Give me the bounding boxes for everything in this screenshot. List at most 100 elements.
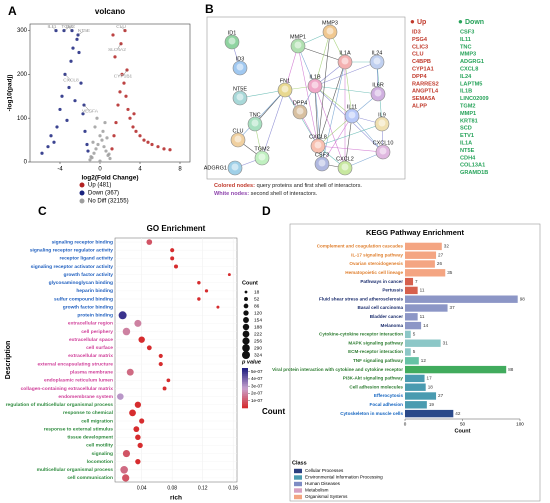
dot [170, 248, 175, 253]
dot [120, 465, 128, 474]
bar [405, 409, 454, 418]
x-tick-label: -4 [57, 167, 63, 173]
y-axis-label: Description [5, 341, 12, 380]
colorbar-segment [242, 386, 248, 389]
caption-text: second shell of interactors. [249, 191, 318, 197]
y-tick-label: PI3K-Akt signaling pathway [343, 376, 404, 381]
colorbar-label: 1e-07 [251, 398, 263, 403]
point [103, 120, 107, 125]
dot [170, 256, 175, 261]
bar [405, 313, 418, 321]
network-edge [314, 85, 353, 117]
point [112, 134, 116, 138]
x-tick-label: 0.04 [137, 485, 147, 491]
value-label: 31 [443, 340, 449, 345]
point [58, 107, 62, 112]
point [146, 140, 150, 144]
dot [197, 281, 201, 285]
y-tick-label: Focal adhesion [370, 402, 404, 407]
legend-label: Human Diseases [305, 481, 341, 486]
point [101, 129, 105, 133]
point [108, 156, 112, 161]
network-node-label: TGM2 [254, 146, 269, 152]
y-tick-label: cell migration [81, 418, 113, 424]
x-tick-label: 100 [516, 422, 524, 427]
colorbar-label: 4e-07 [251, 376, 263, 381]
down-gene: CSF3 [460, 29, 474, 35]
point [46, 145, 50, 149]
y-tick-label: protein binding [77, 313, 113, 319]
y-tick-label: cell surface [86, 345, 113, 351]
value-label: 11 [420, 288, 425, 293]
network-edge [351, 115, 384, 153]
y-tick-label: cell motility [86, 443, 113, 449]
network-node-label: FN1 [280, 78, 290, 84]
up-title: Up [417, 19, 426, 26]
y-tick-label: Complement and coagulation cascades [317, 244, 404, 249]
network-node-label: CLU [232, 128, 243, 134]
point [49, 134, 53, 138]
y-tick-label: response to external stimulus [44, 426, 114, 432]
down-gene: CXCL8 [460, 66, 478, 72]
legend-swatch [294, 468, 302, 474]
value-label: 12 [421, 358, 427, 363]
point [73, 99, 77, 103]
dot [137, 442, 143, 449]
point [69, 59, 73, 63]
down-gene: LAPTM5 [460, 81, 482, 87]
value-label: 19 [429, 402, 435, 407]
point [94, 147, 98, 151]
legend-swatch [294, 475, 302, 480]
network-edge [344, 115, 353, 169]
y-tick-label: external encapsulating structure [37, 361, 113, 367]
point [92, 151, 96, 155]
size-legend-label: 290 [254, 345, 262, 351]
point [96, 142, 100, 147]
value-label: 27 [438, 252, 444, 257]
x-tick-label: 0 [404, 422, 407, 427]
point [156, 145, 160, 149]
network-edge [317, 123, 383, 147]
network-caption: Colored nodes: query proteins and first … [214, 183, 362, 189]
annotation: NT5E [78, 28, 90, 34]
bar [405, 401, 427, 409]
point [52, 140, 56, 144]
dot [122, 474, 130, 482]
x-tick-label: 4 [138, 167, 142, 173]
network-node-core [311, 81, 319, 89]
network-node-core [294, 41, 302, 49]
network-node-core [296, 107, 304, 115]
value-label: 17 [427, 376, 433, 381]
point [111, 33, 115, 37]
value-label: 27 [438, 393, 444, 398]
value-label: 5 [413, 349, 416, 354]
point [95, 116, 99, 120]
network-node-label: CXCL8 [309, 134, 327, 140]
point [67, 85, 71, 90]
up-marker: ● [410, 17, 415, 26]
down-gene: LINC02009 [460, 96, 489, 102]
dot [158, 362, 163, 367]
point [128, 116, 132, 120]
point [91, 140, 95, 144]
point [114, 120, 118, 125]
dot [227, 273, 231, 277]
y-tick-label: Ovarian steroidogenesis [349, 261, 403, 266]
value-label: 32 [444, 244, 450, 249]
y-tick-label: Cell adhesion molecules [349, 384, 403, 389]
y-tick-label: TNF signaling pathway [353, 358, 403, 363]
y-tick-label: MAPK signaling pathway [348, 340, 403, 345]
y-tick-label: response to chemical [63, 410, 114, 416]
point [98, 159, 102, 163]
y-tick-label: cell communication [67, 475, 113, 481]
panel-label: D [262, 204, 271, 218]
annotation: SLC4A2 [108, 47, 126, 53]
y-tick-label: endoplasmic reticulum lumen [44, 378, 113, 384]
network-node-core [236, 93, 244, 101]
network-node-core [341, 57, 349, 65]
network-node-core [258, 153, 266, 161]
size-legend-swatch [242, 351, 250, 359]
network-node-label: IL9 [378, 112, 386, 118]
dot [134, 401, 142, 408]
point [55, 125, 59, 129]
